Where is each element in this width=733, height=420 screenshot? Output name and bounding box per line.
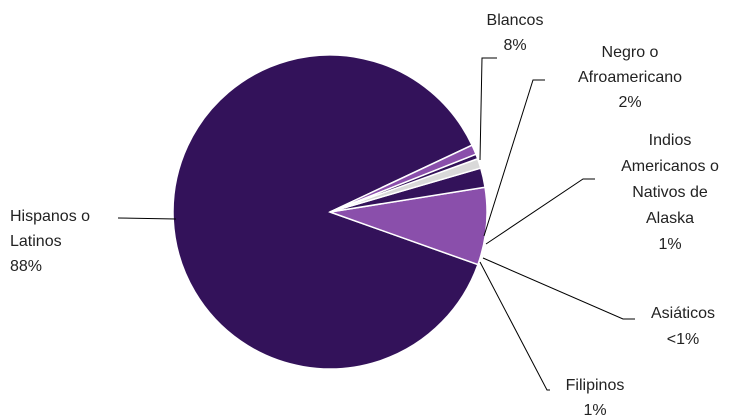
slice-label-line: 8% xyxy=(503,37,526,54)
slice-labels: Hispanos o Latinos 88% Blancos 8% Negro o Afro… xyxy=(10,12,719,419)
slice-label: Hispanos o Latinos 88% xyxy=(10,208,90,275)
slice-label: Asiáticos <1% xyxy=(651,305,715,348)
slice-label-line: Americanos o xyxy=(621,158,719,175)
pie-slices xyxy=(172,54,488,370)
slice-label-line: Latinos xyxy=(10,233,62,250)
leader-line xyxy=(482,257,635,320)
leader-line xyxy=(485,178,595,245)
slice-label-line: Filipinos xyxy=(566,377,625,394)
slice-label: Indios Americanos o Nativos de Alaska 1% xyxy=(621,132,719,253)
pie-slice-hispanos-o-latinos xyxy=(172,54,479,370)
slice-label-line: Blancos xyxy=(487,12,544,29)
slice-label-line: Asiáticos xyxy=(651,305,715,322)
slice-label-line: Negro o xyxy=(602,44,659,61)
leader-lines xyxy=(117,57,635,391)
slice-label-line: 2% xyxy=(618,94,641,111)
slice-label: Negro o Afroamericano 2% xyxy=(578,44,682,111)
slice-label-line: Hispanos o xyxy=(10,208,90,225)
leader-line xyxy=(117,217,177,220)
slice-label-line: Indios xyxy=(649,132,692,149)
slice-label-line: <1% xyxy=(667,331,699,348)
leader-line xyxy=(479,261,550,391)
slice-label: Filipinos 1% xyxy=(566,377,625,419)
slice-label-line: Alaska xyxy=(646,210,694,227)
leader-line xyxy=(483,79,545,237)
slice-label-line: Afroamericano xyxy=(578,69,682,86)
pie-slice-filipinos xyxy=(329,144,477,213)
leader-line xyxy=(479,57,497,161)
slice-label: Blancos 8% xyxy=(487,12,544,54)
slice-label-line: 1% xyxy=(658,236,681,253)
slice-label-line: 1% xyxy=(583,402,606,419)
slice-label-line: Nativos de xyxy=(632,184,708,201)
slice-label-line: 88% xyxy=(10,258,42,275)
